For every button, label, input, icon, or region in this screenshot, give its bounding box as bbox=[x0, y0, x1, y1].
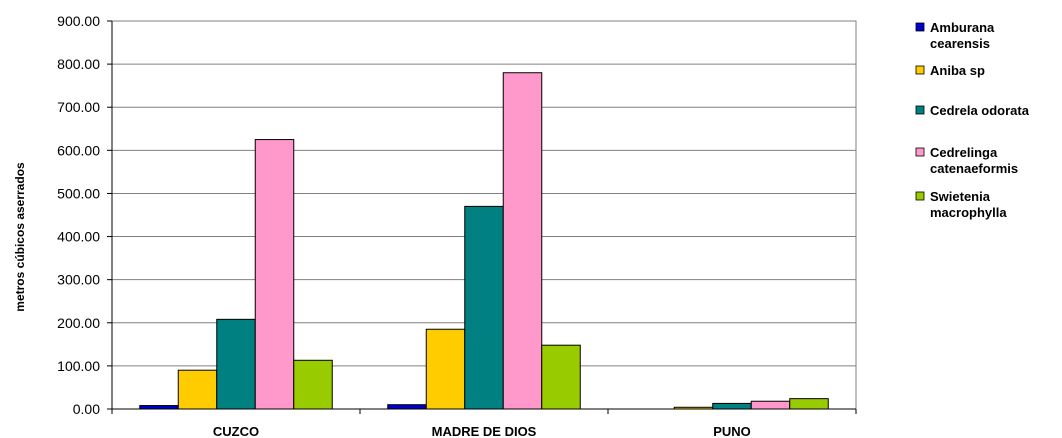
bar-amburana-cearensis-madre-de-dios bbox=[387, 404, 427, 410]
bar-amburana-cearensis-cuzco bbox=[139, 405, 179, 410]
bar-cedrelinga-catenaeformis-madre-de-dios bbox=[502, 72, 543, 410]
axes bbox=[107, 20, 857, 414]
legend-label: catenaeformis bbox=[930, 161, 1018, 176]
y-tick-labels: 0.00 100.00 200.00 300.00 400.00 500.00 600.00… bbox=[57, 13, 100, 417]
y-tick-label: 800.00 bbox=[57, 56, 100, 72]
bar-swietenia-macrophylla-madre-de-dios bbox=[541, 344, 581, 410]
legend-item: Aniba sp bbox=[915, 63, 985, 78]
legend-label: Amburana bbox=[930, 20, 995, 35]
legend-swatch bbox=[915, 191, 925, 201]
legend-item: Cedrela odorata bbox=[915, 103, 1030, 118]
x-category-label: CUZCO bbox=[213, 424, 259, 438]
bar-aniba-sp-cuzco bbox=[177, 369, 218, 410]
legend-label: Cedrelinga bbox=[930, 145, 998, 160]
bars bbox=[139, 72, 829, 410]
legend-swatch bbox=[915, 22, 925, 32]
x-category-labels: CUZCO MADRE DE DIOS PUNO bbox=[213, 424, 751, 438]
legend-label: macrophylla bbox=[930, 205, 1007, 220]
x-category-label: MADRE DE DIOS bbox=[432, 424, 537, 438]
bar-cedrelinga-catenaeformis-cuzco bbox=[254, 139, 295, 410]
bar-cedrela-odorata-madre-de-dios bbox=[464, 205, 504, 410]
y-tick-label: 100.00 bbox=[57, 358, 100, 374]
y-tick-label: 400.00 bbox=[57, 229, 100, 245]
legend-swatch bbox=[915, 147, 925, 157]
y-tick-label: 900.00 bbox=[57, 13, 100, 29]
bar-swietenia-macrophylla-puno bbox=[789, 398, 829, 410]
legend-label: Swietenia bbox=[930, 189, 991, 204]
legend-swatch bbox=[915, 65, 925, 75]
bar-swietenia-macrophylla-cuzco bbox=[293, 359, 333, 410]
legend-swatch bbox=[915, 105, 925, 115]
y-tick-label: 0.00 bbox=[73, 401, 100, 417]
legend-label: cearensis bbox=[930, 36, 990, 51]
bar-cedrelinga-catenaeformis-puno bbox=[750, 400, 791, 410]
bar-cedrela-odorata-cuzco bbox=[216, 318, 256, 410]
y-tick-label: 500.00 bbox=[57, 185, 100, 201]
x-category-label: PUNO bbox=[713, 424, 751, 438]
y-tick-label: 700.00 bbox=[57, 99, 100, 115]
y-tick-label: 200.00 bbox=[57, 315, 100, 331]
y-tick-label: 300.00 bbox=[57, 272, 100, 288]
y-tick-label: 600.00 bbox=[57, 142, 100, 158]
y-axis-label: metros cúbicos aserrados bbox=[13, 162, 27, 312]
legend-label: Aniba sp bbox=[930, 63, 985, 78]
bar-aniba-sp-madre-de-dios bbox=[425, 328, 466, 410]
bar-cedrela-odorata-puno bbox=[712, 402, 752, 410]
legend-label: Cedrela odorata bbox=[930, 103, 1030, 118]
